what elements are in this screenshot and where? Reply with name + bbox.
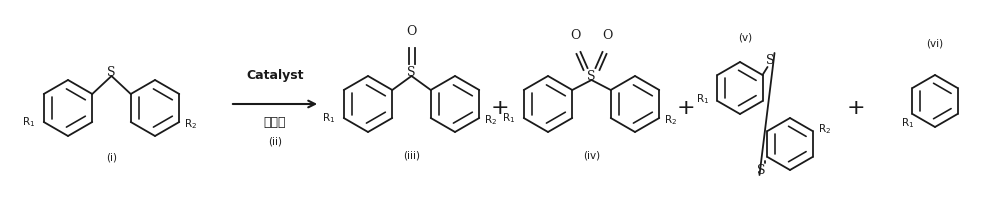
Text: R$_1$: R$_1$ [901, 116, 914, 130]
Text: (v): (v) [738, 33, 752, 43]
Text: Catalyst: Catalyst [246, 70, 304, 83]
Text: +: + [847, 98, 865, 118]
Text: R$_1$: R$_1$ [502, 111, 516, 125]
Text: R$_2$: R$_2$ [818, 122, 831, 136]
Text: +: + [677, 98, 695, 118]
Text: O: O [406, 25, 417, 38]
Text: (iv): (iv) [583, 151, 600, 161]
Text: S: S [407, 65, 416, 78]
Text: S: S [587, 70, 596, 83]
Text: R$_2$: R$_2$ [484, 113, 497, 127]
Text: S: S [107, 65, 116, 78]
Text: +: + [491, 98, 509, 118]
Text: (i): (i) [106, 153, 117, 163]
Text: R$_2$: R$_2$ [664, 113, 677, 127]
Text: (ii): (ii) [268, 137, 282, 147]
Text: O: O [602, 29, 613, 42]
Text: S: S [766, 54, 775, 67]
Text: O: O [570, 29, 581, 42]
Text: R$_1$: R$_1$ [322, 111, 336, 125]
Text: 氧化剂: 氧化剂 [264, 116, 286, 129]
Text: R$_1$: R$_1$ [696, 92, 709, 106]
Text: R$_1$: R$_1$ [22, 115, 36, 129]
Text: (iii): (iii) [403, 151, 420, 161]
Text: R$_2$: R$_2$ [184, 117, 197, 131]
Text: (vi): (vi) [926, 38, 944, 48]
Text: S: S [757, 165, 766, 178]
